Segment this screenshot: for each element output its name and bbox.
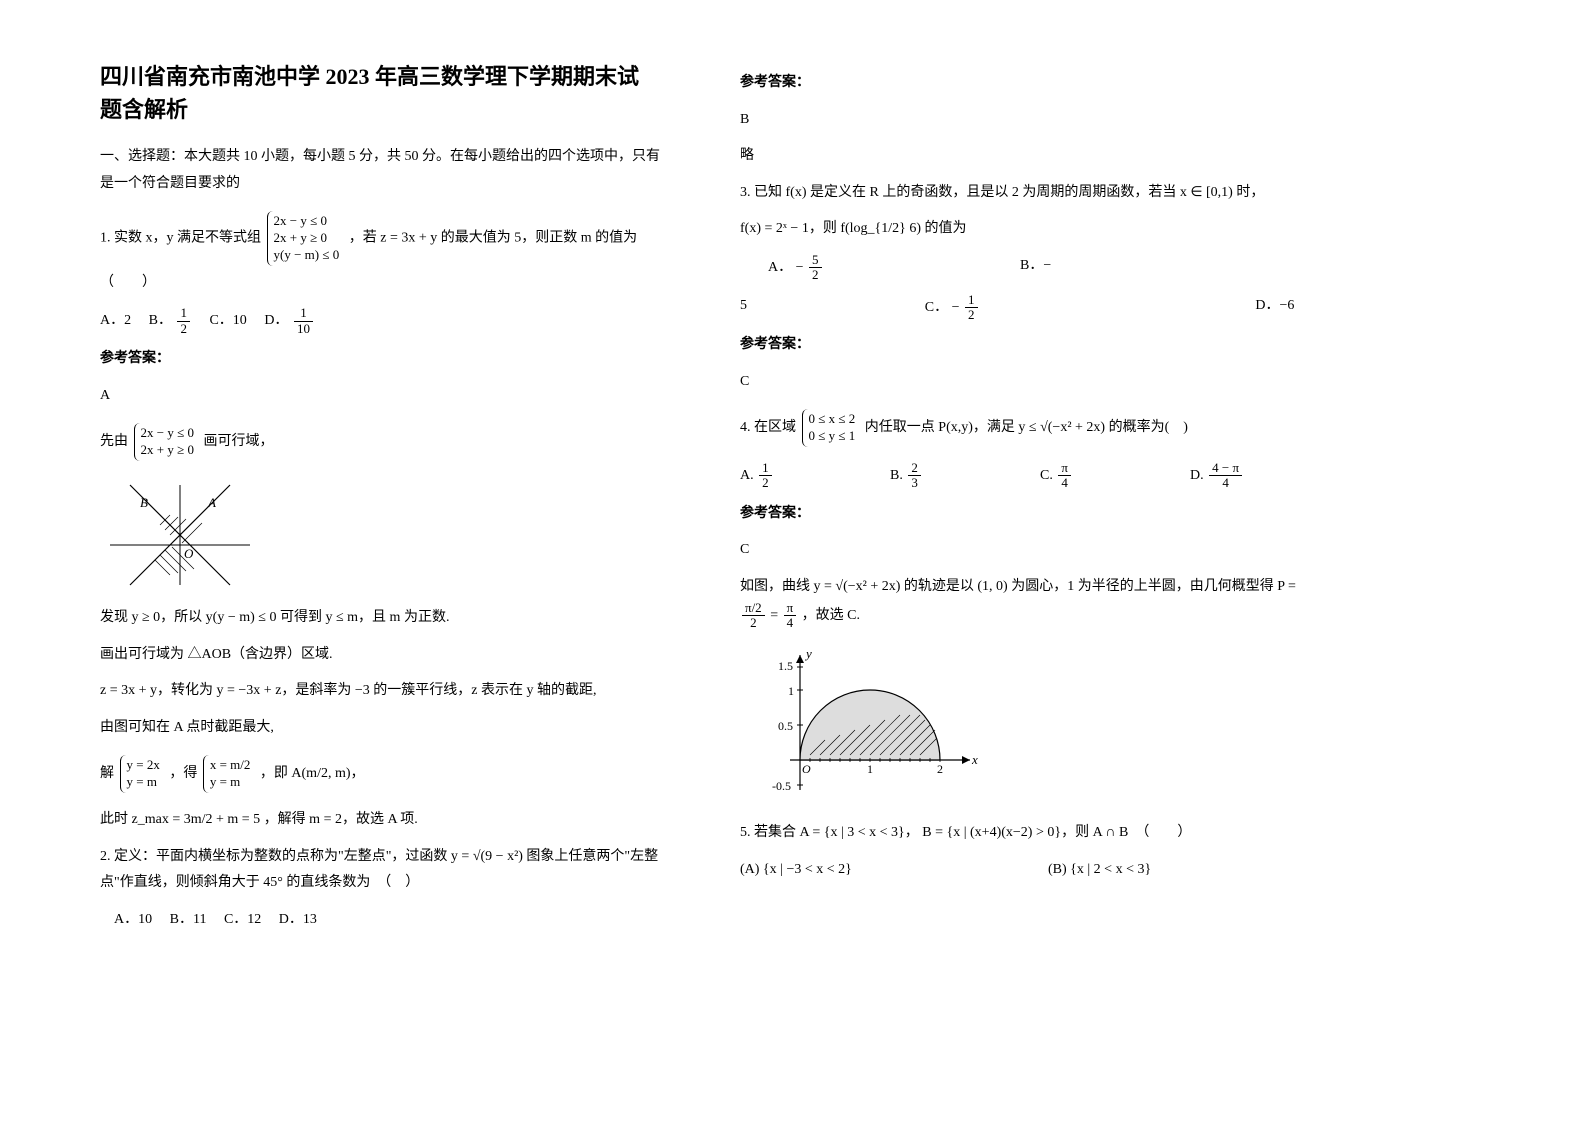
- q2-ans: B: [740, 107, 1300, 134]
- q1-optA: A．2: [100, 313, 131, 328]
- diagram1-A: A: [207, 495, 216, 510]
- right-column: 参考答案： B 略 3. 已知 f(x) 是定义在 R 上的奇函数，且是以 2 …: [740, 60, 1300, 944]
- q2-optD: D．13: [279, 912, 317, 927]
- svg-text:0.5: 0.5: [778, 719, 793, 733]
- q1-optB: B．: [149, 313, 172, 328]
- q2-ans-label: 参考答案：: [740, 70, 1300, 97]
- q3-optB: B．−: [1020, 258, 1051, 273]
- q3-ans: C: [740, 369, 1300, 396]
- question-3-line2: f(x) = 2ˣ − 1，则 f(log_{1/2} 6) 的值为: [740, 216, 1300, 243]
- q1-exp6: 解 y = 2x y = m ，得 x = m/2 y = m ，即 A(m/2…: [100, 751, 660, 797]
- q1-exp1-brace: 2x − y ≤ 0 2x + y ≥ 0: [134, 423, 198, 461]
- q2-ans-note: 略: [740, 143, 1300, 170]
- q2-optA: A．10: [114, 912, 152, 927]
- question-5: 5. 若集合 A = {x | 3 < x < 3}， B = {x | (x+…: [740, 820, 1300, 847]
- q1-optC: C．10: [209, 313, 246, 328]
- q4-diagram: x y O 1 2 0.5 1 1.5 -0.5: [740, 640, 1000, 810]
- q3-opt5: 5: [740, 298, 747, 313]
- question-3-line1: 3. 已知 f(x) 是定义在 R 上的奇函数，且是以 2 为周期的周期函数，若…: [740, 180, 1300, 207]
- svg-text:-0.5: -0.5: [772, 779, 791, 793]
- svg-text:2: 2: [937, 762, 943, 776]
- q2-optB: B．11: [170, 912, 207, 927]
- q5-options: (A) {x | −3 < x < 2} (B) {x | 2 < x < 3}: [740, 857, 1300, 884]
- svg-text:1: 1: [788, 684, 794, 698]
- question-2: 2. 定义：平面内横坐标为整数的点称为"左整点"，过函数 y = √(9 − x…: [100, 844, 660, 897]
- q1-exp3: 画出可行域为 △AOB（含边界）区域.: [100, 642, 660, 669]
- q1-diagram: A B O: [100, 475, 260, 595]
- svg-text:1: 1: [867, 762, 873, 776]
- q1-ans: A: [100, 383, 660, 410]
- q1-optB-frac: 1 2: [177, 306, 190, 336]
- q1-exp1-prefix: 先由: [100, 434, 128, 449]
- q1-exp2: 发现 y ≥ 0，所以 y(y − m) ≤ 0 可得到 y ≤ m，且 m 为…: [100, 605, 660, 632]
- q5-optA: (A) {x | −3 < x < 2}: [740, 857, 1048, 884]
- q1-optD-frac: 1 10: [294, 306, 313, 336]
- q4-ans-label: 参考答案：: [740, 501, 1300, 528]
- q2-optC: C．12: [224, 912, 261, 927]
- q2-options: A．10 B．11 C．12 D．13: [100, 907, 660, 934]
- q1-exp7: 此时 z_max = 3m/2 + m = 5 ，解得 m = 2，故选 A 项…: [100, 807, 660, 834]
- q3-optC-row: 5 C． − 1 2 D．−6: [740, 293, 1300, 323]
- q1-sys2: 2x + y ≥ 0: [274, 230, 327, 245]
- q1-optD: D．: [264, 313, 288, 328]
- question-4: 4. 在区域 0 ≤ x ≤ 2 0 ≤ y ≤ 1 内任取一点 P(x,y)，…: [740, 405, 1300, 451]
- q1-exp1-suffix: 画可行域，: [203, 434, 273, 449]
- svg-text:O: O: [802, 762, 811, 776]
- q1-ans-label: 参考答案：: [100, 346, 660, 373]
- q1-stem-prefix: 1. 实数 x，y 满足不等式组: [100, 231, 261, 246]
- q4-ans: C: [740, 537, 1300, 564]
- diagram1-O: O: [184, 546, 194, 561]
- title: 四川省南充市南池中学 2023 年高三数学理下学期期末试题含解析: [100, 60, 660, 126]
- left-column: 四川省南充市南池中学 2023 年高三数学理下学期期末试题含解析 一、选择题：本…: [100, 60, 660, 944]
- svg-text:x: x: [971, 752, 978, 767]
- q4-options: A. 1 2 B. 2 3 C. π 4: [740, 461, 1300, 491]
- q1-exp4: z = 3x + y，转化为 y = −3x + z，是斜率为 −3 的一簇平行…: [100, 678, 660, 705]
- q5-optB: (B) {x | 2 < x < 3}: [1048, 857, 1300, 884]
- section-heading: 一、选择题：本大题共 10 小题，每小题 5 分，共 50 分。在每小题给出的四…: [100, 144, 660, 197]
- q3-ans-label: 参考答案：: [740, 332, 1300, 359]
- diagram1-B: B: [140, 495, 148, 510]
- question-1: 1. 实数 x，y 满足不等式组 2x − y ≤ 0 2x + y ≥ 0 y…: [100, 207, 660, 296]
- q1-exp1: 先由 2x − y ≤ 0 2x + y ≥ 0 画可行域，: [100, 419, 660, 465]
- q1-options: A．2 B． 1 2 C．10 D． 1 10: [100, 306, 660, 336]
- q1-sys1: 2x − y ≤ 0: [274, 213, 327, 228]
- q4-exp: 如图，曲线 y = √(−x² + 2x) 的轨迹是以 (1, 0) 为圆心，1…: [740, 574, 1300, 630]
- svg-text:1.5: 1.5: [778, 659, 793, 673]
- q1-system: 2x − y ≤ 0 2x + y ≥ 0 y(y − m) ≤ 0: [267, 211, 344, 266]
- q1-exp5: 由图可知在 A 点时截距最大,: [100, 715, 660, 742]
- q3-optA-row: A． − 5 2 B．−: [740, 253, 1300, 283]
- svg-text:y: y: [804, 646, 812, 661]
- q3-optD: D．−6: [1255, 298, 1294, 313]
- q1-sys3: y(y − m) ≤ 0: [274, 247, 340, 262]
